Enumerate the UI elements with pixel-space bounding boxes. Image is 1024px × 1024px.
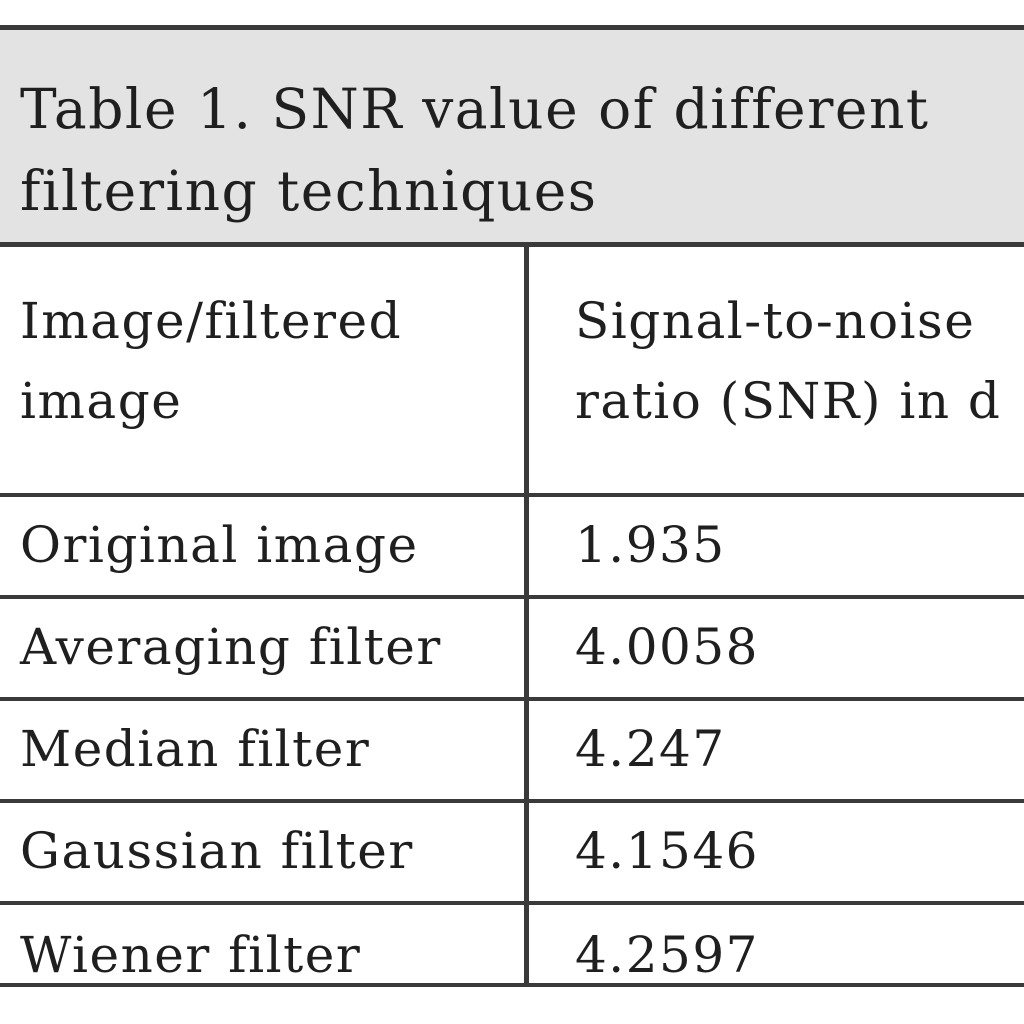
snr-table: Table 1. SNR value of different filterin…	[0, 25, 1024, 987]
table-row: Gaussian filter 4.1546	[0, 803, 1024, 905]
table-row: Original image 1.935	[0, 497, 1024, 599]
table-caption-band: Table 1. SNR value of different filterin…	[0, 25, 1024, 247]
row-value: 4.2597	[575, 926, 759, 983]
table-header-row: Image/filtered image Signal-to-noise rat…	[0, 247, 1024, 497]
table-grid: Image/filtered image Signal-to-noise rat…	[0, 247, 1024, 987]
row-label: Median filter	[20, 720, 371, 778]
column-divider	[524, 247, 529, 987]
row-value: 4.1546	[575, 822, 759, 880]
row-value: 4.0058	[575, 618, 759, 676]
row-label: Averaging filter	[20, 618, 442, 676]
table-row: Median filter 4.247	[0, 701, 1024, 803]
row-value: 4.247	[575, 720, 726, 778]
table-row: Averaging filter 4.0058	[0, 599, 1024, 701]
row-label: Gaussian filter	[20, 822, 414, 880]
header-image: Image/filtered image	[20, 292, 403, 430]
row-label: Wiener filter	[20, 926, 362, 983]
header-snr: Signal-to-noise ratio (SNR) in d	[575, 292, 1002, 430]
row-value: 1.935	[575, 516, 726, 574]
table-caption: Table 1. SNR value of different filterin…	[20, 77, 930, 223]
table-row: Wiener filter 4.2597	[0, 905, 1024, 987]
row-label: Original image	[20, 516, 419, 574]
